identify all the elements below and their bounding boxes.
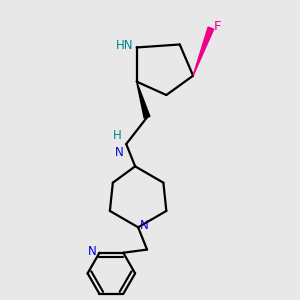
Polygon shape [193,27,214,76]
Text: HN: HN [116,40,133,52]
Text: H: H [113,129,122,142]
Text: N: N [88,245,97,258]
Text: N: N [140,219,148,232]
Text: F: F [213,20,221,33]
Polygon shape [136,82,150,118]
Text: N: N [115,146,124,158]
